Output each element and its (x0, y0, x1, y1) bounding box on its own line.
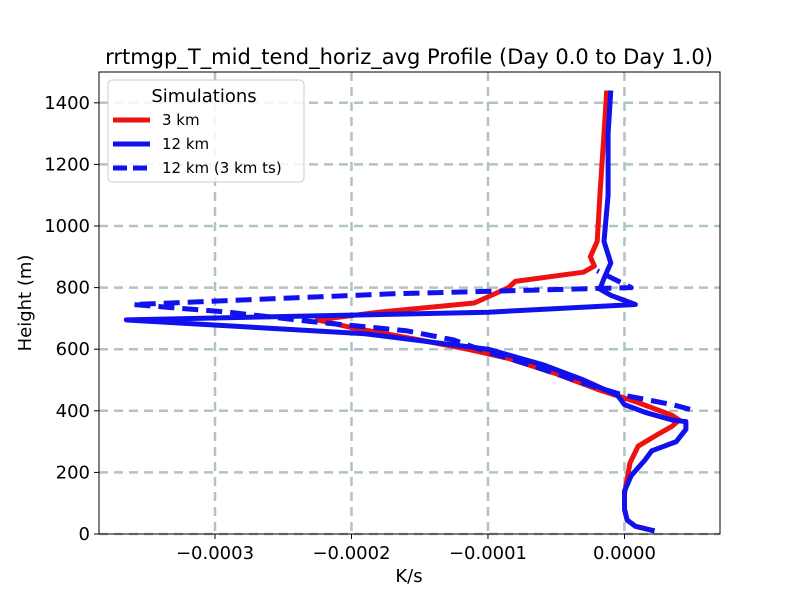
legend-entries: 3 km 12 km 12 km (3 km ts) (113, 111, 282, 177)
y-tick-label: 800 (56, 278, 90, 299)
legend-label-2: 12 km (3 km ts) (162, 159, 282, 177)
chart-title: rrtmgp_T_mid_tend_horiz_avg Profile (Day… (105, 45, 713, 70)
x-tick-label: −0.0003 (176, 543, 254, 564)
x-tick-label: −0.0001 (449, 543, 527, 564)
y-axis: 0 200 400 600 800 1000 1200 1400 (44, 93, 99, 545)
y-tick-label: 1200 (44, 154, 90, 175)
y-axis-label: Height (m) (15, 255, 36, 352)
plot-frame (98, 71, 721, 535)
y-tick-label: 200 (56, 462, 90, 483)
x-tick-label: −0.0002 (312, 543, 390, 564)
series-line-1 (123, 90, 689, 534)
grid (99, 72, 720, 536)
y-tick-label: 400 (56, 401, 90, 422)
series-layer (123, 90, 691, 534)
legend-label-1: 12 km (162, 135, 209, 153)
legend: Simulations 3 km 12 km 12 km (3 km ts) (107, 79, 305, 183)
y-tick-label: 1000 (44, 216, 90, 237)
y-tick-label: 600 (56, 339, 90, 360)
legend-label-0: 3 km (162, 111, 200, 129)
y-tick-label: 0 (79, 524, 90, 545)
x-axis: −0.0003 −0.0002 −0.0001 0.0000 (176, 534, 656, 564)
legend-title: Simulations (151, 86, 256, 107)
x-tick-label: 0.0000 (593, 543, 656, 564)
x-axis-label: K/s (395, 566, 422, 587)
y-tick-label: 1400 (44, 93, 90, 114)
legend-box (107, 79, 305, 183)
series-line-2 (130, 268, 691, 412)
